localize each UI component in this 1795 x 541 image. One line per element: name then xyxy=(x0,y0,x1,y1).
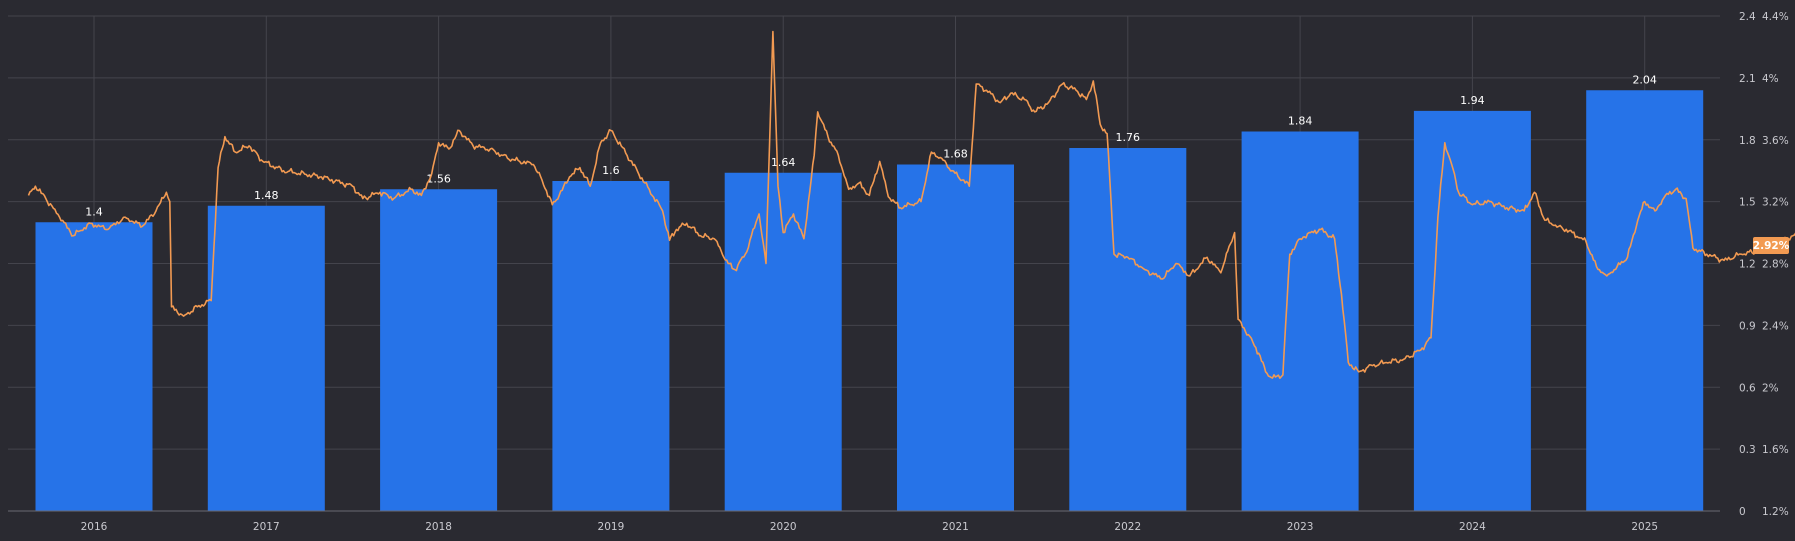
bar-2019 xyxy=(552,181,670,511)
right-axis-tick-labels: 1.2% 1.6% 2% 2.4% 2.8% 3.2% 3.6% 4% 4.4% xyxy=(1762,11,1789,518)
left-axis-tick: 0.3 xyxy=(1739,444,1756,456)
bar-2022 xyxy=(1069,148,1187,511)
bar-value-label: 1.4 xyxy=(85,205,103,218)
bar-value-label: 1.48 xyxy=(254,189,279,202)
bar-2018 xyxy=(380,189,498,511)
bar-value-label: 2.04 xyxy=(1632,73,1657,86)
left-axis-tick: 0 xyxy=(1739,506,1746,518)
left-axis-tick-labels: 0 0.3 0.6 0.9 1.2 1.5 1.8 2.1 2.4 xyxy=(1739,11,1756,518)
bar-2017 xyxy=(207,205,325,511)
left-axis-tick: 0.9 xyxy=(1739,320,1756,332)
x-tick-label: 2020 xyxy=(770,521,797,533)
left-axis-tick: 1.5 xyxy=(1739,197,1756,209)
right-axis-tick: 3.2% xyxy=(1762,197,1789,209)
right-axis-tick: 4.4% xyxy=(1762,11,1789,23)
last-value-text: 2.92% xyxy=(1753,240,1790,252)
bar-value-label: 1.56 xyxy=(426,172,451,185)
left-axis-tick: 1.8 xyxy=(1739,135,1756,147)
bar-2024 xyxy=(1413,110,1531,511)
right-axis-tick: 2.8% xyxy=(1762,259,1789,271)
bar-2021 xyxy=(897,164,1014,511)
x-tick-label: 2025 xyxy=(1631,521,1658,533)
right-axis-tick: 1.2% xyxy=(1762,506,1789,518)
bar-value-label: 1.94 xyxy=(1460,94,1485,107)
x-tick-label: 2016 xyxy=(81,521,108,533)
bar-2025 xyxy=(1586,90,1704,511)
yield-line-series xyxy=(27,30,1795,379)
bar-value-label: 1.76 xyxy=(1116,131,1141,144)
left-axis-tick: 2.1 xyxy=(1739,73,1756,85)
x-tick-label: 2019 xyxy=(598,521,625,533)
x-tick-label: 2021 xyxy=(942,521,969,533)
x-tick-label: 2024 xyxy=(1459,521,1486,533)
bar-value-label: 1.6 xyxy=(602,164,620,177)
right-axis-tick: 4% xyxy=(1762,73,1779,85)
bar-2023 xyxy=(1241,131,1359,511)
right-axis-tick: 2% xyxy=(1762,382,1779,394)
left-axis-tick: 0.6 xyxy=(1739,382,1756,394)
bar-value-label: 1.84 xyxy=(1288,115,1313,128)
x-tick-label: 2023 xyxy=(1287,521,1314,533)
bar-series xyxy=(35,90,1704,511)
bar-2016 xyxy=(35,222,153,511)
bar-value-labels: 1.4 1.48 1.56 1.6 1.64 1.68 1.76 1.84 1.94 2.04 xyxy=(85,73,1657,218)
right-axis-tick: 2.4% xyxy=(1762,320,1789,332)
bar-value-label: 1.68 xyxy=(943,148,968,161)
x-axis-tick-labels: 2016 2017 2018 2019 2020 2021 2022 2023 2024 2025 xyxy=(81,521,1658,533)
right-axis-tick: 3.6% xyxy=(1762,135,1789,147)
left-axis-tick: 2.4 xyxy=(1739,11,1756,23)
last-value-badge: 2.92% xyxy=(1753,236,1790,254)
left-axis-tick: 1.2 xyxy=(1739,259,1756,271)
right-axis-tick: 1.6% xyxy=(1762,444,1789,456)
bar-2020 xyxy=(724,172,842,511)
bar-value-label: 1.64 xyxy=(771,156,796,169)
x-tick-label: 2017 xyxy=(253,521,280,533)
x-tick-label: 2022 xyxy=(1114,521,1141,533)
x-tick-label: 2018 xyxy=(425,521,452,533)
